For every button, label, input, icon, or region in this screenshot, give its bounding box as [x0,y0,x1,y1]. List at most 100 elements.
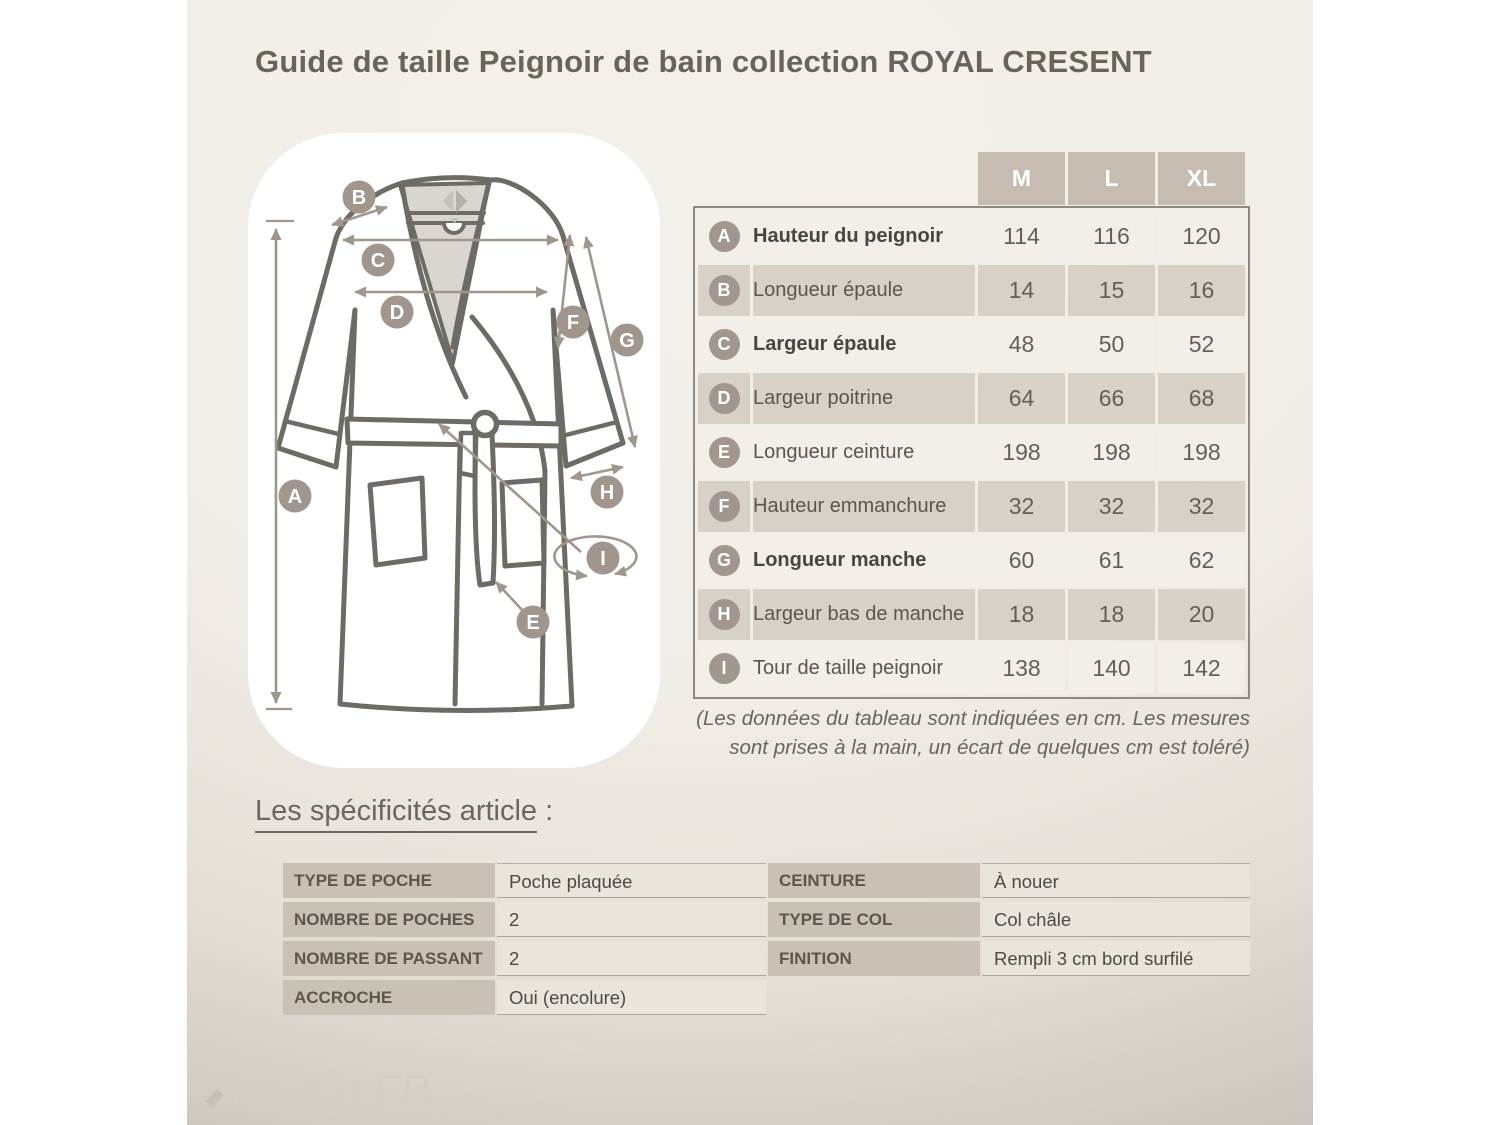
size-cell: 50 [1098,331,1125,357]
spec-value: Oui (encolure) [497,980,766,1015]
arrow-B [331,205,388,227]
note-line: sont prises à la main, un écart de quelq… [729,736,1250,759]
size-cell: 60 [1008,547,1035,573]
row-label: Hauteur emmanchure [753,495,947,517]
svg-text:A: A [288,486,302,508]
size-cell: 138 [1002,655,1041,681]
robe-diagram-card: A B C D E F G H I [248,133,660,768]
row-letter-badge: F [708,491,740,522]
size-col-header-l: L [1068,152,1155,205]
arrow-I-pointer [438,423,582,553]
row-letter-badge: G [708,545,740,576]
spec-value: Col châle [982,902,1250,937]
size-row-D: D Largeur poitrine 64 66 68 [698,373,1245,424]
size-cell: 64 [1008,385,1035,411]
spec-label: CEINTURE [768,863,980,898]
size-cell: 15 [1098,277,1125,303]
spec-value: À nouer [982,863,1250,898]
robe-drawing [275,175,626,714]
size-cell: 62 [1188,547,1215,573]
badge-I: I [586,541,620,575]
row-label: Largeur épaule [753,333,897,355]
row-letter-badge: A [708,221,740,252]
size-row-C: C Largeur épaule 48 50 52 [698,319,1245,370]
collar-logo-icon [443,190,467,223]
row-label: Hauteur du peignoir [753,225,943,247]
spec-label: NOMBRE DE POCHES [283,902,495,937]
row-label: Largeur poitrine [753,387,894,409]
robe-measurement-diagram: A B C D E F G H I [266,175,644,714]
row-letter-badge: B [708,275,740,306]
measurement-note: (Les données du tableau sont indiquées e… [630,704,1250,762]
specs-heading-text: Les spécificités article [255,795,538,833]
size-row-F: F Hauteur emmanchure 32 32 32 [698,481,1245,532]
svg-text:H: H [600,482,614,504]
spec-row: NOMBRE DE POCHES 2 [283,902,766,937]
belt-band [344,416,564,449]
badge-H: H [590,475,624,509]
pocket-left [367,475,428,568]
note-line: (Les données du tableau sont indiquées e… [696,707,1250,730]
badge-C: C [361,243,395,277]
svg-text:B: B [352,187,366,209]
spec-row: CEINTURE À nouer [768,863,1250,898]
svg-text:D: D [390,302,404,324]
spec-row: NOMBRE DE PASSANT 2 [283,941,766,976]
robe-outline [275,175,626,714]
spec-label: NOMBRE DE PASSANT [283,941,495,976]
spec-row: FINITION Rempli 3 cm bord surfilé [768,941,1250,976]
badge-D: D [380,295,414,329]
right-lapel [450,180,492,350]
size-cell: 32 [1098,493,1125,519]
row-label: Largeur bas de manche [753,603,965,625]
row-letter-badge: H [708,599,740,630]
badge-B: B [342,180,376,214]
arrow-G [583,236,638,448]
size-row-E: E Longueur ceinture 198 198 198 [698,427,1245,478]
size-cell: 114 [1003,223,1040,249]
size-cell: 120 [1182,223,1221,249]
arrow-I-ellipse [553,535,638,581]
page-background: Guide de taille Peignoir de bain collect… [187,0,1313,1125]
size-cell: 61 [1098,547,1125,573]
size-row-A: A Hauteur du peignoir 114 116 120 [698,211,1245,262]
spec-label: ACCROCHE [283,980,495,1015]
size-cell: 142 [1182,655,1221,681]
size-cell: 20 [1188,601,1215,627]
row-label: Tour de taille peignoir [753,657,944,679]
diagram-letter-badges: A B C D E F G H I [278,180,644,639]
row-letter-badge: C [708,329,740,360]
size-cell: 14 [1008,277,1035,303]
belt-knot [470,409,500,439]
size-row-G: G Longueur manche 60 61 62 [698,535,1245,586]
spec-value: 2 [497,902,766,937]
row-label: Longueur épaule [753,279,904,301]
row-label: Longueur manche [753,549,927,571]
spec-value: 2 [497,941,766,976]
hanger-loop [442,221,466,235]
spec-row: TYPE DE COL Col châle [768,902,1250,937]
badge-F: F [556,305,590,339]
brand-watermark-text: Linnea.FR [230,1066,433,1113]
size-cell: 198 [1002,439,1041,465]
svg-text:I: I [600,548,606,570]
size-col-header-m: M [978,152,1065,205]
spec-row: TYPE DE POCHE Poche plaquée [283,863,766,898]
collar-inner [398,181,491,365]
size-row-B: B Longueur épaule 14 15 16 [698,265,1245,316]
size-cell: 32 [1008,493,1035,519]
specs-heading: Les spécificités article : [255,795,554,833]
size-row-I: I Tour de taille peignoir 138 140 142 [698,643,1245,694]
size-cell: 140 [1092,655,1131,681]
svg-text:F: F [567,312,579,334]
spec-value: Rempli 3 cm bord surfilé [982,941,1250,976]
svg-text:G: G [619,330,635,352]
svg-text:E: E [526,612,539,634]
row-letter-badge: E [708,437,740,468]
row-letter-badge: I [708,653,740,684]
size-table: A Hauteur du peignoir 114 116 120 B Long… [693,206,1250,699]
brand-diamond-icon [199,1082,224,1108]
badge-A: A [278,479,312,513]
specs-heading-colon: : [537,795,554,827]
spec-row: ACCROCHE Oui (encolure) [283,980,766,1015]
